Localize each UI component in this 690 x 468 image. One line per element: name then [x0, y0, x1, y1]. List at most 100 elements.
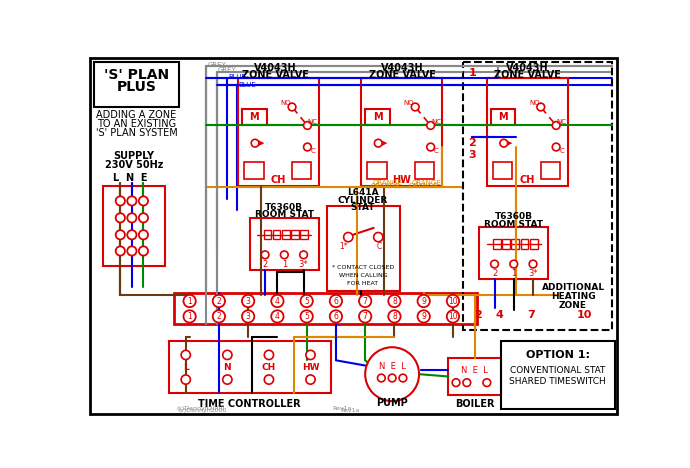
Circle shape — [139, 230, 148, 240]
Text: ▶: ▶ — [507, 140, 513, 146]
Bar — [502, 240, 510, 249]
Circle shape — [264, 351, 273, 359]
Text: ▶: ▶ — [382, 140, 387, 146]
Circle shape — [529, 260, 537, 268]
Text: ADDING A ZONE: ADDING A ZONE — [97, 110, 177, 120]
Text: ROOM STAT: ROOM STAT — [255, 210, 314, 219]
Text: 1: 1 — [511, 269, 516, 278]
Circle shape — [388, 295, 401, 307]
Text: 1: 1 — [469, 68, 476, 78]
Circle shape — [116, 230, 125, 240]
Circle shape — [181, 351, 190, 359]
Circle shape — [491, 260, 498, 268]
Circle shape — [388, 310, 401, 322]
Text: NC: NC — [431, 118, 441, 124]
Bar — [169, 341, 331, 394]
Text: HW: HW — [302, 363, 319, 372]
Circle shape — [537, 103, 544, 111]
Circle shape — [452, 379, 460, 387]
Text: ZONE VALVE: ZONE VALVE — [241, 70, 308, 80]
Text: 4: 4 — [275, 312, 280, 321]
Circle shape — [184, 310, 196, 322]
Text: FOR HEAT: FOR HEAT — [347, 281, 378, 286]
Text: V4043H: V4043H — [381, 63, 424, 73]
Text: N  E  L: N E L — [379, 362, 406, 371]
Text: M: M — [373, 112, 382, 122]
Text: 5: 5 — [304, 312, 309, 321]
Circle shape — [127, 230, 137, 240]
Bar — [493, 240, 501, 249]
Bar — [292, 162, 311, 179]
Text: M: M — [498, 112, 508, 122]
Circle shape — [377, 374, 385, 382]
Bar — [94, 62, 179, 107]
Bar — [104, 185, 165, 266]
Text: (c)Dannyh2000: (c)Dannyh2000 — [177, 406, 225, 411]
Circle shape — [306, 375, 315, 384]
Text: BLUE: BLUE — [228, 74, 246, 80]
Bar — [326, 206, 400, 291]
Circle shape — [301, 310, 313, 322]
Text: T6360B: T6360B — [495, 212, 533, 221]
Text: NO: NO — [404, 100, 415, 106]
Bar — [511, 240, 519, 249]
Text: OPTION 1:: OPTION 1: — [526, 350, 590, 360]
Text: 3*: 3* — [529, 269, 538, 278]
Text: N: N — [224, 363, 231, 372]
Text: 'S' PLAN: 'S' PLAN — [104, 68, 169, 81]
Text: GREY: GREY — [218, 67, 237, 73]
Text: HW: HW — [392, 175, 411, 185]
Text: 2: 2 — [217, 312, 221, 321]
Text: 1: 1 — [187, 297, 192, 306]
Text: 1: 1 — [282, 260, 287, 269]
Text: 10: 10 — [448, 312, 457, 321]
Circle shape — [427, 143, 435, 151]
Text: 3: 3 — [246, 297, 250, 306]
Circle shape — [510, 260, 518, 268]
Text: CH: CH — [262, 363, 276, 372]
Text: * CONTACT CLOSED: * CONTACT CLOSED — [332, 265, 394, 271]
Bar — [541, 162, 560, 179]
Text: GREY: GREY — [207, 62, 226, 68]
Circle shape — [139, 246, 148, 256]
Circle shape — [251, 139, 259, 147]
Text: ZONE VALVE: ZONE VALVE — [494, 70, 561, 80]
Text: 7: 7 — [527, 310, 535, 320]
Text: WHEN CALLING: WHEN CALLING — [339, 273, 387, 278]
Text: 'S' PLAN SYSTEM: 'S' PLAN SYSTEM — [96, 128, 177, 138]
Text: ORANGE: ORANGE — [371, 183, 400, 189]
Circle shape — [184, 295, 196, 307]
Circle shape — [280, 251, 288, 259]
Bar — [463, 62, 612, 330]
Text: L641A: L641A — [347, 188, 379, 197]
Text: 10: 10 — [448, 297, 457, 306]
Text: V4043H: V4043H — [254, 63, 297, 73]
Text: T6360B: T6360B — [266, 203, 304, 212]
Text: PLUS: PLUS — [117, 80, 157, 94]
Circle shape — [359, 295, 371, 307]
Text: 2: 2 — [469, 138, 476, 148]
Circle shape — [388, 374, 396, 382]
Circle shape — [306, 351, 315, 359]
Bar — [273, 230, 280, 240]
Text: SHARED TIMESWITCH: SHARED TIMESWITCH — [509, 377, 606, 386]
Circle shape — [299, 251, 308, 259]
Text: 8: 8 — [392, 297, 397, 306]
Bar — [242, 109, 266, 125]
Text: 2: 2 — [262, 260, 268, 269]
Circle shape — [223, 375, 232, 384]
Circle shape — [262, 251, 269, 259]
Bar — [415, 162, 435, 179]
Circle shape — [213, 295, 225, 307]
Circle shape — [116, 196, 125, 205]
Bar — [301, 230, 308, 240]
Text: C: C — [310, 148, 315, 154]
Bar — [264, 230, 271, 240]
Text: L  N  E: L N E — [113, 173, 148, 183]
Bar — [521, 240, 529, 249]
Text: TO AN EXISTING: TO AN EXISTING — [97, 119, 176, 129]
Text: BLUE: BLUE — [238, 81, 256, 88]
Text: CYLINDER: CYLINDER — [337, 196, 388, 205]
Circle shape — [483, 379, 491, 387]
Text: C: C — [433, 148, 438, 154]
